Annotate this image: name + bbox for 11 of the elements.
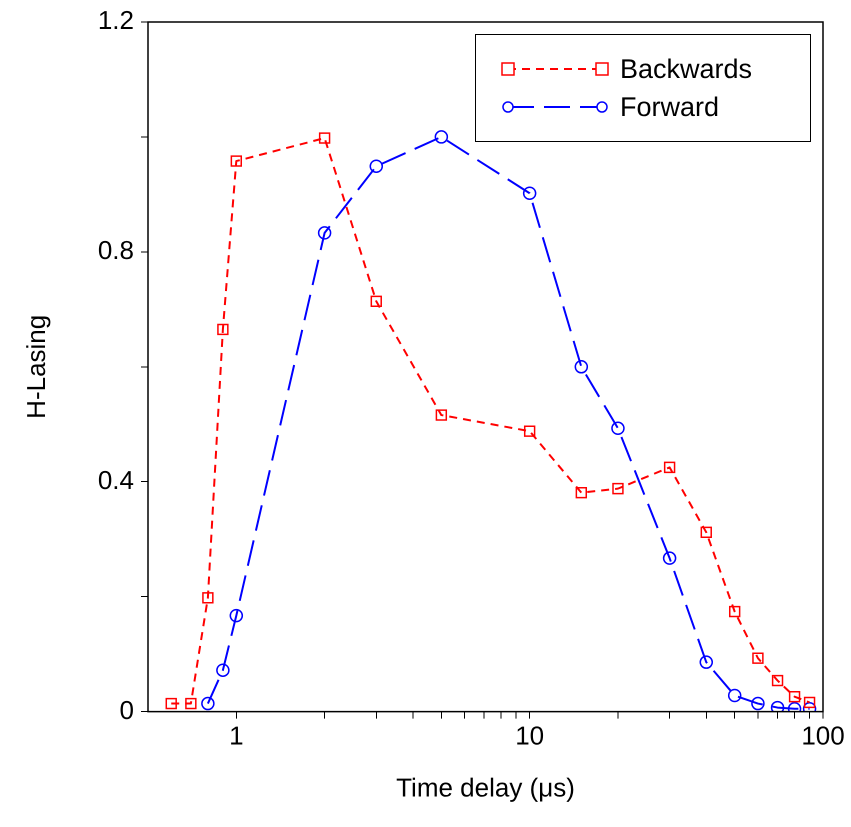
- legend-label: Backwards: [620, 54, 752, 84]
- y-tick-label: 0.4: [98, 464, 134, 495]
- y-tick-label: 0: [120, 694, 134, 725]
- x-tick-label: 1: [229, 720, 244, 750]
- y-tick-label: 1.2: [98, 5, 134, 36]
- legend-label: Forward: [620, 92, 720, 122]
- y-axis-title: H-Lasing: [20, 314, 51, 419]
- x-tick-label: 10: [515, 720, 544, 750]
- x-axis-title: Time delay (μs): [396, 772, 575, 803]
- x-tick-label: 100: [801, 720, 845, 750]
- y-tick-label: 0.8: [98, 235, 134, 266]
